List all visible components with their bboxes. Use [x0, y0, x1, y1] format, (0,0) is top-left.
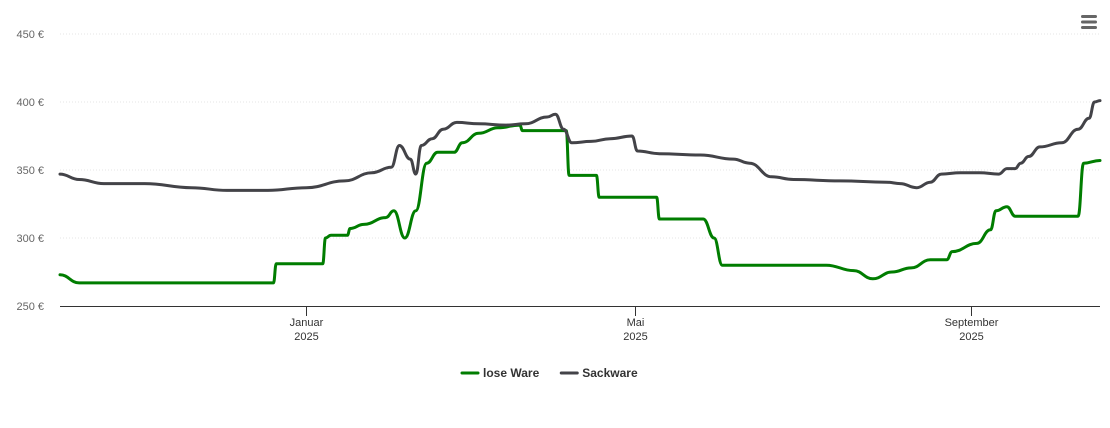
- y-tick-label: 450 €: [16, 29, 44, 41]
- legend[interactable]: lose Ware Sackware: [460, 366, 638, 380]
- y-tick-label: 400 €: [16, 97, 44, 109]
- legend-label: Sackware: [582, 366, 638, 380]
- legend-item-sackware[interactable]: Sackware: [559, 366, 638, 380]
- x-tick-label: September: [945, 317, 999, 329]
- series-line-lose-ware[interactable]: [58, 123, 1102, 285]
- hamburger-menu-icon: [1081, 15, 1097, 29]
- x-axis: Januar 2025 Mai 2025 September 2025: [60, 306, 1100, 343]
- series-line-sackware[interactable]: [58, 99, 1102, 192]
- series-lines: [58, 99, 1102, 285]
- x-tick-year-label: 2025: [294, 331, 318, 343]
- grid-lines: [60, 33, 1100, 239]
- y-axis: 250 € 300 € 350 € 400 € 450 €: [16, 29, 44, 313]
- y-tick-label: 300 €: [16, 233, 44, 245]
- x-tick-year-label: 2025: [623, 331, 647, 343]
- x-tick-label: Januar: [290, 317, 324, 329]
- legend-item-lose-ware[interactable]: lose Ware: [460, 366, 540, 380]
- legend-label: lose Ware: [483, 366, 540, 380]
- x-tick-label: Mai: [627, 317, 645, 329]
- chart-menu-button[interactable]: [1077, 11, 1101, 33]
- y-tick-label: 350 €: [16, 165, 44, 177]
- y-tick-label: 250 €: [16, 301, 44, 313]
- x-tick-year-label: 2025: [959, 331, 983, 343]
